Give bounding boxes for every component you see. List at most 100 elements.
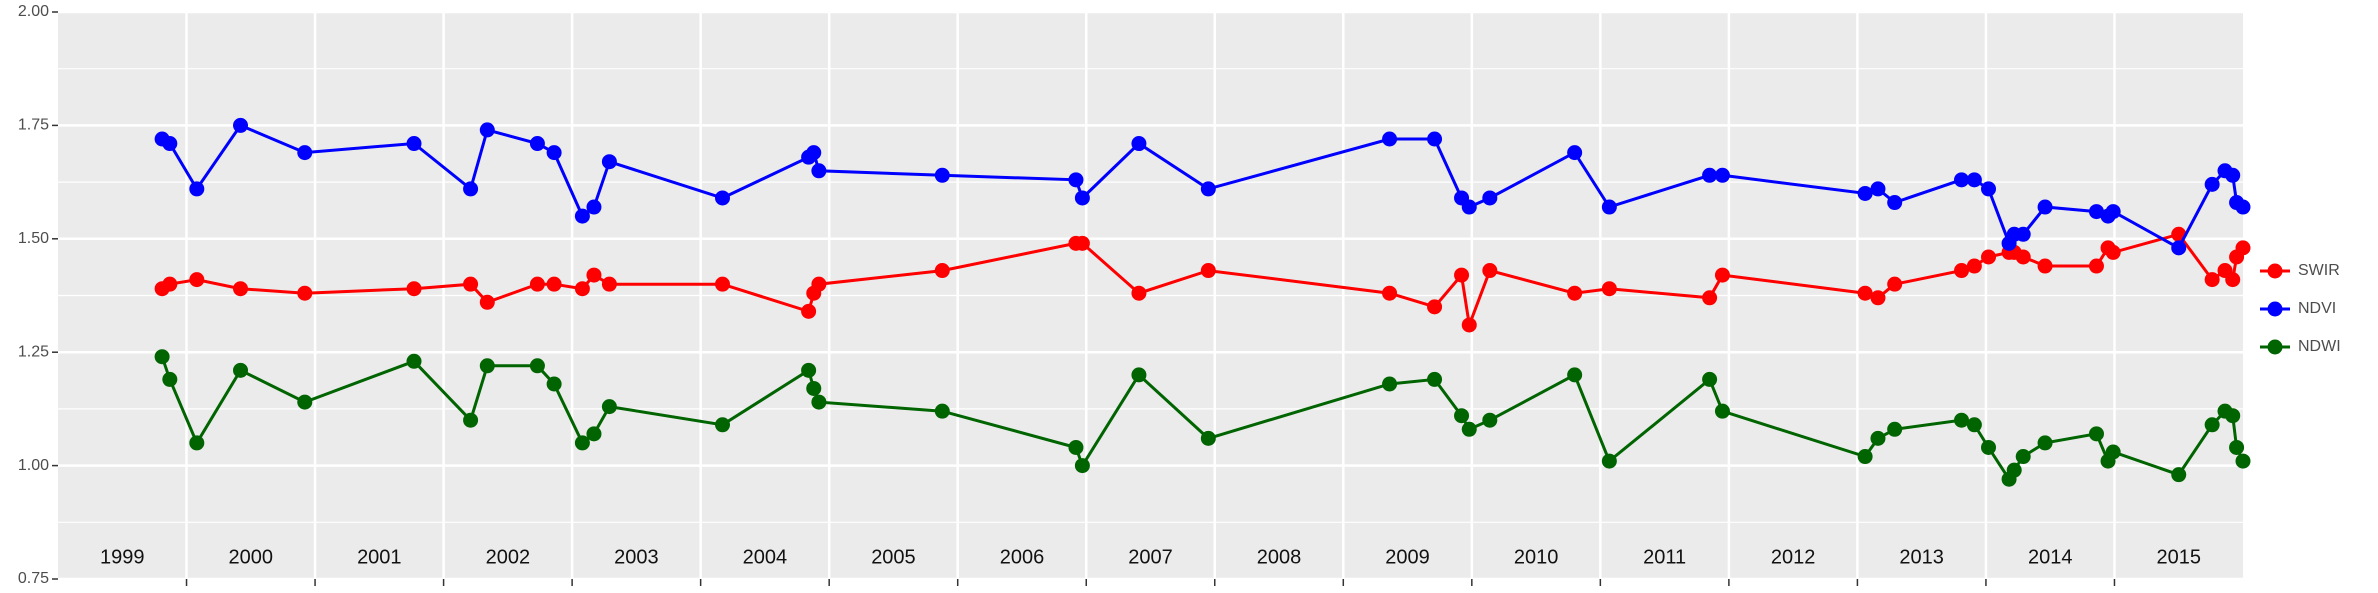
data-point [934, 403, 950, 419]
data-point [1857, 285, 1873, 301]
year-label: 2012 [1771, 546, 1816, 568]
data-point [406, 281, 422, 297]
data-point [1567, 285, 1583, 301]
data-point [297, 285, 313, 301]
data-point [546, 145, 562, 161]
data-point [406, 136, 422, 152]
data-point [479, 122, 495, 138]
data-point [2235, 199, 2251, 215]
data-point [811, 394, 827, 410]
data-point [586, 267, 602, 283]
data-point [2105, 244, 2121, 260]
year-label: 2009 [1385, 546, 1430, 568]
data-point [601, 276, 617, 292]
data-point [1482, 190, 1498, 206]
data-point [714, 276, 730, 292]
data-point [1482, 412, 1498, 428]
year-label: 1999 [100, 546, 145, 568]
data-point [2171, 240, 2187, 256]
year-label: 2003 [614, 546, 659, 568]
data-point [1200, 263, 1216, 279]
data-point [1461, 317, 1477, 333]
data-point [811, 276, 827, 292]
data-point [2105, 444, 2121, 460]
data-point [1887, 276, 1903, 292]
legend-label: NDWI [2298, 338, 2341, 355]
legend-label: SWIR [2298, 262, 2340, 279]
data-point [586, 426, 602, 442]
year-label: 2000 [229, 546, 274, 568]
data-point [1461, 199, 1477, 215]
data-point [1601, 281, 1617, 297]
year-label: 2006 [1000, 546, 1045, 568]
data-point [2088, 426, 2104, 442]
data-point [1714, 267, 1730, 283]
data-point [1966, 258, 1982, 274]
data-point [2204, 176, 2220, 192]
legend-swatch [2267, 263, 2283, 279]
data-point [806, 145, 822, 161]
data-point [1074, 235, 1090, 251]
year-label: 2013 [1899, 546, 1944, 568]
data-point [1954, 412, 1970, 428]
data-point [154, 349, 170, 365]
data-point [1887, 421, 1903, 437]
data-point [233, 362, 249, 378]
data-point [1981, 439, 1997, 455]
year-label: 2010 [1514, 546, 1559, 568]
data-point [1966, 172, 1982, 188]
data-point [1954, 263, 1970, 279]
year-label: 2007 [1128, 546, 1173, 568]
data-point [574, 435, 590, 451]
data-point [2015, 249, 2031, 265]
data-point [574, 281, 590, 297]
data-point [162, 136, 178, 152]
data-point [2088, 258, 2104, 274]
data-point [2015, 226, 2031, 242]
data-point [1382, 285, 1398, 301]
data-point [1427, 131, 1443, 147]
year-label: 2008 [1257, 546, 1302, 568]
data-point [1427, 299, 1443, 315]
legend-swatch [2267, 301, 2283, 317]
data-point [463, 412, 479, 428]
data-point [2037, 199, 2053, 215]
data-point [2015, 449, 2031, 465]
data-point [463, 276, 479, 292]
data-point [2037, 435, 2053, 451]
data-point [1601, 199, 1617, 215]
data-point [714, 190, 730, 206]
data-point [601, 399, 617, 415]
data-point [1074, 190, 1090, 206]
data-point [2037, 258, 2053, 274]
data-point [479, 294, 495, 310]
data-point [2235, 453, 2251, 469]
data-point [811, 163, 827, 179]
data-point [189, 181, 205, 197]
data-point [1461, 421, 1477, 437]
data-point [233, 281, 249, 297]
data-point [1131, 285, 1147, 301]
data-point [189, 435, 205, 451]
data-point [1714, 167, 1730, 183]
data-point [2229, 439, 2245, 455]
data-point [2105, 204, 2121, 220]
data-point [1454, 267, 1470, 283]
data-point [1427, 371, 1443, 387]
year-label: 2011 [1643, 546, 1686, 568]
data-point [801, 303, 817, 319]
data-point [2225, 167, 2241, 183]
data-point [546, 276, 562, 292]
year-label: 2005 [871, 546, 916, 568]
data-point [1981, 181, 1997, 197]
data-point [714, 417, 730, 433]
data-point [1382, 131, 1398, 147]
data-point [1131, 367, 1147, 383]
data-point [1567, 367, 1583, 383]
year-label: 2004 [743, 546, 788, 568]
data-point [1068, 439, 1084, 455]
data-point [1702, 167, 1718, 183]
data-point [2235, 240, 2251, 256]
data-point [1870, 181, 1886, 197]
